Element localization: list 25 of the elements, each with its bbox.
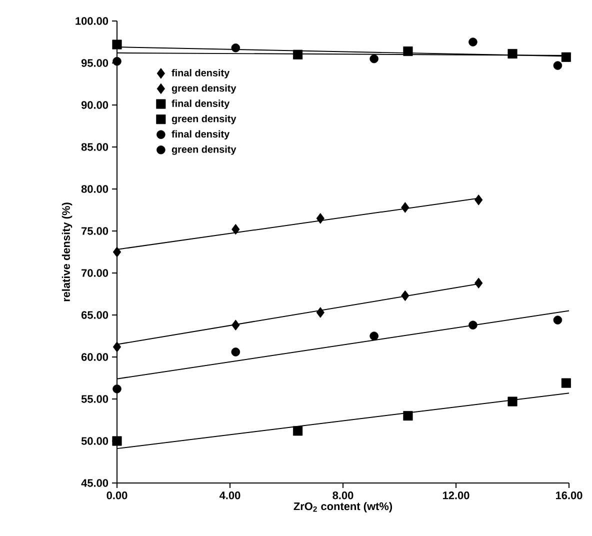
y-tick-label: 95.00	[81, 59, 108, 67]
legend-label: green density	[172, 114, 236, 124]
y-axis-title: relative density (%)	[62, 202, 72, 302]
x-tick-label: 16.00	[556, 492, 582, 500]
y-tick-label: 100.00	[76, 17, 108, 25]
legend-label: green density	[172, 146, 236, 155]
y-tick-label: 90.00	[81, 101, 108, 109]
y-tick-label: 50.00	[81, 437, 108, 445]
x-tick-label: 0.00	[106, 492, 128, 500]
x-tick-label: 4.00	[220, 492, 240, 500]
legend-label: final density	[172, 69, 230, 78]
legend-label: final density	[172, 100, 230, 109]
x-axis-title: ZrO$_{2}$ content (wt%)	[294, 502, 392, 512]
y-tick-label: 80.00	[81, 185, 108, 193]
legend-label: final density	[172, 130, 230, 140]
y-tick-label: 65.00	[81, 311, 108, 319]
legend-label: green density	[172, 84, 236, 94]
y-tick-label: 45.00	[81, 479, 108, 487]
y-tick-label: 75.00	[82, 227, 108, 235]
y-tick-label: 60.00	[81, 353, 108, 361]
y-tick-label: 55.00	[81, 395, 108, 403]
x-tick-label: 8.00	[332, 492, 354, 500]
y-tick-label: 85.00	[81, 143, 108, 151]
y-tick-label: 70.00	[82, 269, 108, 277]
x-tick-label: 12.00	[442, 492, 470, 500]
